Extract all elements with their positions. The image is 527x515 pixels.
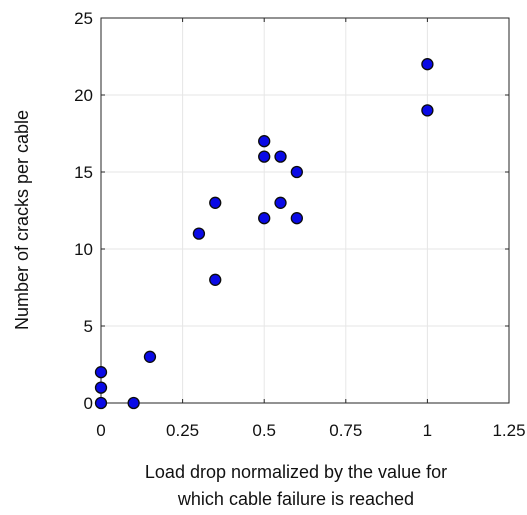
data-point xyxy=(94,381,108,394)
data-point xyxy=(209,196,222,209)
data-point xyxy=(192,227,206,240)
x-axis-label-line-2: which cable failure is reached xyxy=(177,489,414,509)
data-point xyxy=(290,165,303,179)
data-point xyxy=(209,273,222,286)
data-point xyxy=(258,150,271,163)
data-point xyxy=(258,212,271,225)
data-point xyxy=(421,58,434,71)
axis-labels: Number of cracks per cable Load drop nor… xyxy=(12,110,447,509)
tick-labels: 0 0.25 0.5 0.75 1 1.25 0 5 10 15 20 25 xyxy=(74,9,525,440)
y-axis-label: Number of cracks per cable xyxy=(12,110,32,330)
y-tick-label: 15 xyxy=(74,163,93,182)
y-tick-label: 5 xyxy=(84,317,93,336)
x-tick-label: 0.5 xyxy=(252,421,276,440)
x-tick-label: 1 xyxy=(423,421,432,440)
x-tick-label: 1.25 xyxy=(492,421,525,440)
axes xyxy=(100,17,510,404)
data-point xyxy=(290,212,303,225)
data-point xyxy=(127,396,140,410)
data-point xyxy=(274,196,287,209)
data-point xyxy=(94,366,108,379)
data-point xyxy=(421,104,434,117)
y-tick-label: 20 xyxy=(74,86,93,105)
data-points xyxy=(94,58,434,410)
x-tick-label: 0 xyxy=(96,421,105,440)
x-tick-label: 0.75 xyxy=(329,421,362,440)
data-point xyxy=(274,150,287,163)
data-point xyxy=(143,350,157,363)
y-tick-label: 10 xyxy=(74,240,93,259)
data-point xyxy=(258,135,271,148)
y-tick-label: 25 xyxy=(74,9,93,28)
x-tick-label: 0.25 xyxy=(166,421,199,440)
y-tick-label: 0 xyxy=(84,394,93,413)
plot-frame xyxy=(100,17,510,404)
grid xyxy=(100,17,510,404)
data-point xyxy=(94,396,108,410)
x-axis-label-line-1: Load drop normalized by the value for xyxy=(145,462,447,482)
